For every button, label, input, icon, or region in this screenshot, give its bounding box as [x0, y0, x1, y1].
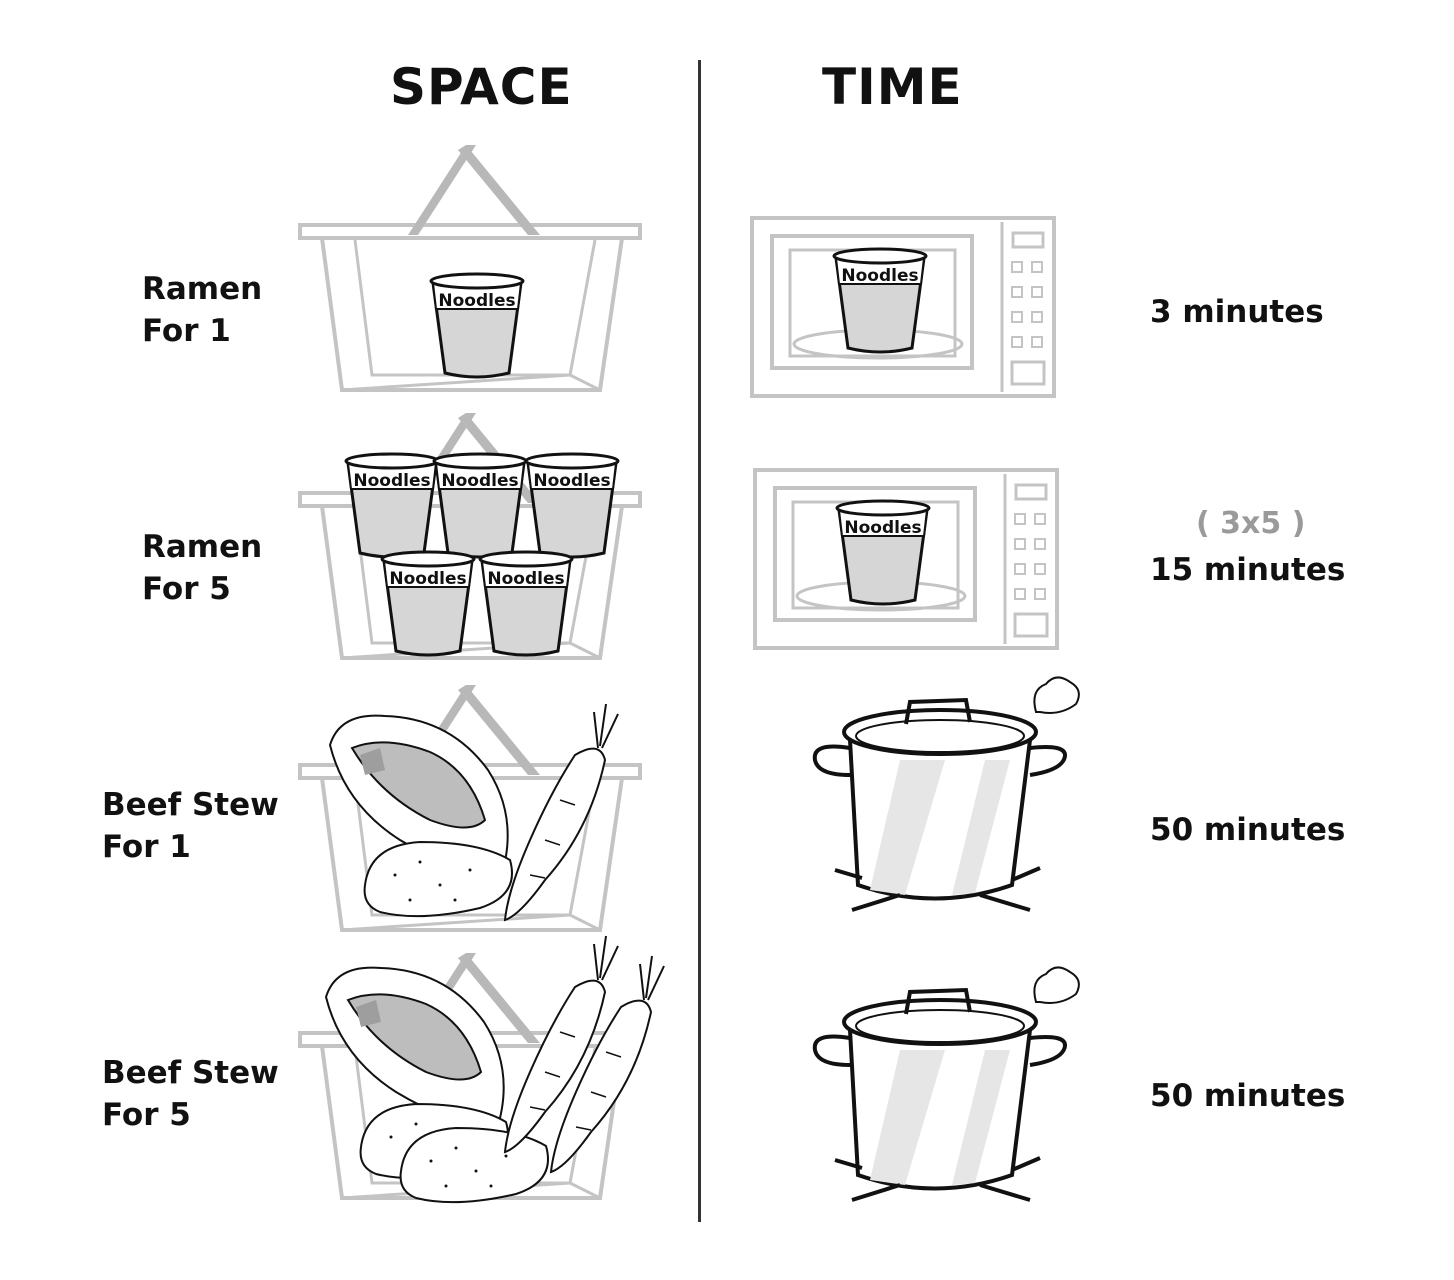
noodle-cup-microwave-5: [835, 499, 931, 606]
duration-stew-1: 50 minutes: [1150, 812, 1346, 848]
cup-label-ramen-5c: Noodles: [533, 471, 610, 491]
cup-label-microwave-5: Noodles: [844, 518, 921, 538]
noodle-cup-ramen-1: [429, 272, 525, 379]
cup-label-ramen-5d: Noodles: [389, 569, 466, 589]
pot-stew-5: [812, 965, 1081, 1202]
noodle-cup-ramen-5b: [432, 452, 528, 559]
potato-stew-1: [363, 841, 513, 918]
duration-stew-5: 50 minutes: [1150, 1078, 1346, 1114]
calc-ramen-5: ( 3x5 ): [1196, 506, 1306, 541]
noodle-cup-ramen-5a: [344, 452, 440, 559]
cup-label-ramen-5e: Noodles: [487, 569, 564, 589]
center-divider: [698, 60, 701, 1222]
row-label-stew-1: Beef Stew For 1: [102, 787, 279, 865]
pot-stew-1: [812, 675, 1081, 912]
time-heading: TIME: [822, 58, 963, 116]
row-label-ramen-5: Ramen For 5: [142, 529, 263, 607]
noodle-cup-ramen-5c: [524, 452, 620, 559]
cup-label-microwave-1: Noodles: [841, 266, 918, 286]
duration-ramen-5: 15 minutes: [1150, 552, 1346, 588]
duration-ramen-1: 3 minutes: [1150, 294, 1324, 330]
potato-stew-5b: [399, 1127, 549, 1204]
cup-label-ramen-5b: Noodles: [441, 471, 518, 491]
noodle-cup-ramen-5e: [478, 550, 574, 657]
noodle-cup-microwave-1: [832, 247, 928, 354]
cup-label-ramen-1: Noodles: [438, 291, 515, 311]
cup-label-ramen-5a: Noodles: [353, 471, 430, 491]
space-heading: SPACE: [390, 58, 573, 116]
row-label-stew-5: Beef Stew For 5: [102, 1055, 279, 1133]
carrot-stew-1: [504, 703, 619, 921]
row-label-ramen-1: Ramen For 1: [142, 271, 263, 349]
noodle-cup-ramen-5d: [380, 550, 476, 657]
